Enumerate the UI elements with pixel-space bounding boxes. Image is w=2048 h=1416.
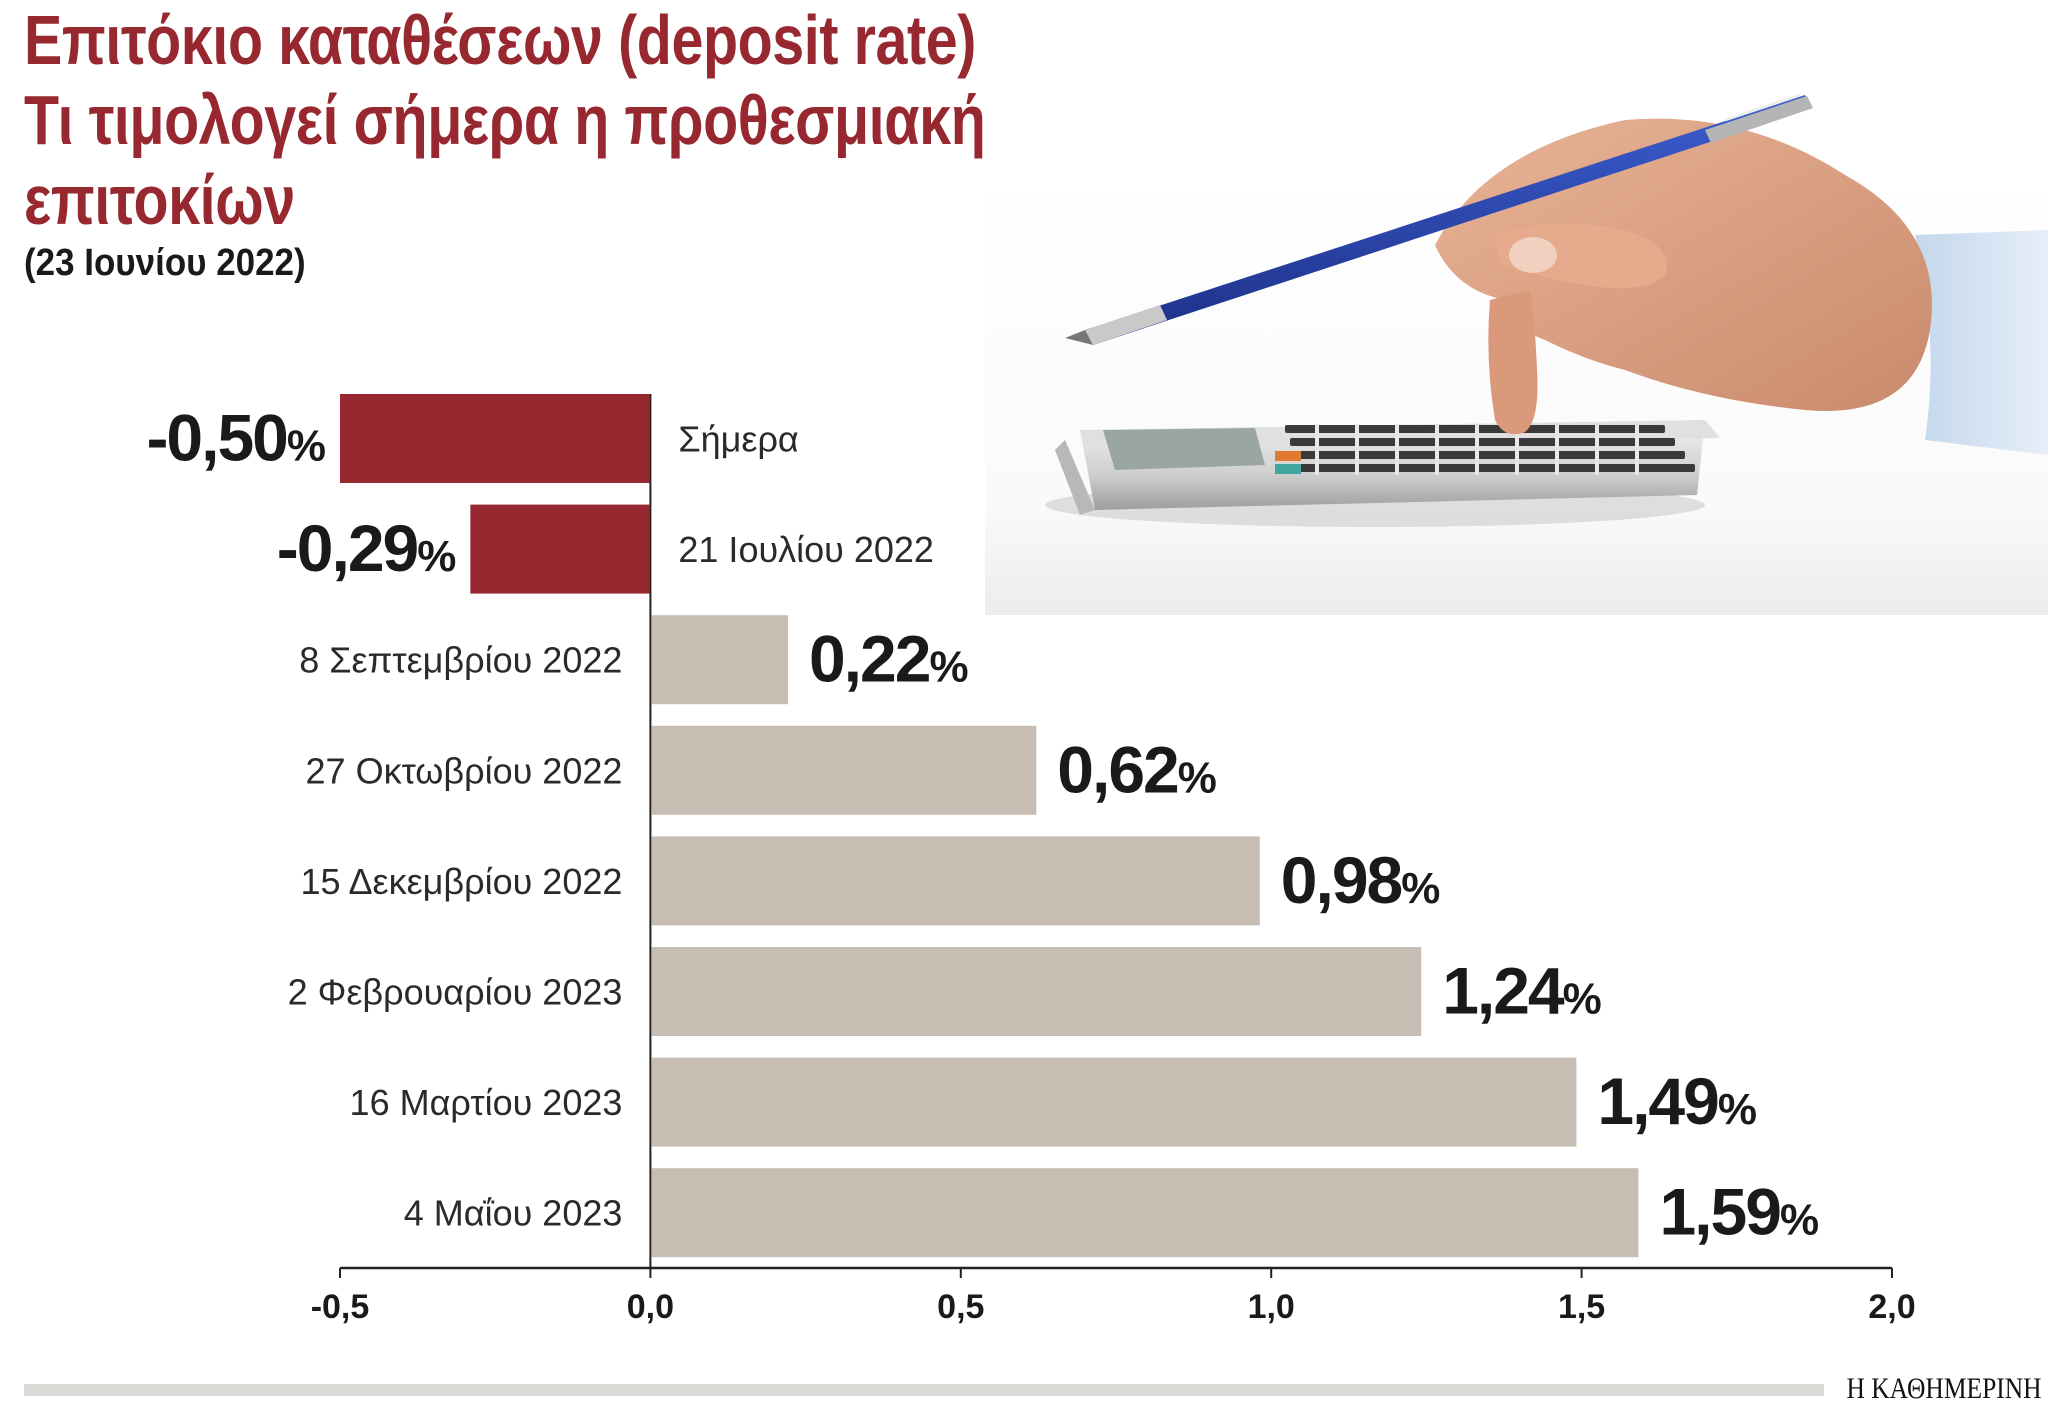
category-label-4: 27 Οκτωβρίου 2022: [306, 750, 623, 791]
x-tick-label-5: 1,5: [1558, 1288, 1605, 1326]
title-line-2: Τι τιμολογεί σήμερα η προθεσμιακή αγορά: [24, 81, 1172, 159]
bar-7: [651, 1057, 1577, 1147]
bar-4: [651, 725, 1037, 815]
x-tick-label-2: 0,0: [627, 1288, 674, 1326]
bar-5: [651, 836, 1260, 926]
category-label-8: 4 Μαΐου 2023: [404, 1193, 623, 1234]
category-label-5: 15 Δεκεμβρίου 2022: [300, 861, 622, 902]
value-label-6: 1,24%: [1442, 954, 1600, 1028]
bar-8: [651, 1168, 1639, 1258]
x-tick-label-6: 2,0: [1868, 1288, 1915, 1326]
brand-logo: Η ΚΑΘΗΜΕΡΙΝΗ: [1846, 1372, 2042, 1405]
x-tick-label-1: -0,5: [311, 1288, 370, 1326]
bar-3: [651, 615, 788, 705]
value-label-7: 1,49%: [1597, 1064, 1755, 1138]
category-label-7: 16 Μαρτίου 2023: [350, 1082, 623, 1123]
footer-divider: [24, 1384, 1824, 1396]
category-label-1: Σήμερα: [678, 419, 798, 460]
bar-6: [651, 947, 1422, 1036]
x-tick-label-4: 1,0: [1248, 1288, 1295, 1326]
value-label-8: 1,59%: [1659, 1175, 1817, 1249]
value-label-4: 0,62%: [1057, 732, 1215, 806]
value-label-5: 0,98%: [1281, 843, 1439, 917]
bar-1: [340, 394, 650, 483]
chart-title: Επιτόκιο καταθέσεων (deposit rate) ΕΚΤ Τ…: [24, 0, 1172, 240]
bar-2: [470, 504, 650, 594]
value-label-3: 0,22%: [809, 622, 967, 696]
value-label-1: -0,50%: [146, 401, 324, 475]
hand-pen-calculator-illustration: [985, 0, 2048, 615]
chart-subtitle: (23 Ιουνίου 2022): [24, 242, 306, 284]
x-tick-label-3: 0,5: [937, 1288, 984, 1326]
category-label-6: 2 Φεβρουαρίου 2023: [288, 972, 623, 1013]
category-label-2: 21 Ιουλίου 2022: [678, 529, 934, 570]
value-label-2: -0,29%: [277, 511, 455, 585]
title-line-1: Επιτόκιο καταθέσεων (deposit rate) ΕΚΤ: [24, 1, 1106, 79]
title-line-3: επιτοκίων: [24, 161, 295, 239]
category-label-3: 8 Σεπτεμβρίου 2022: [299, 640, 622, 681]
